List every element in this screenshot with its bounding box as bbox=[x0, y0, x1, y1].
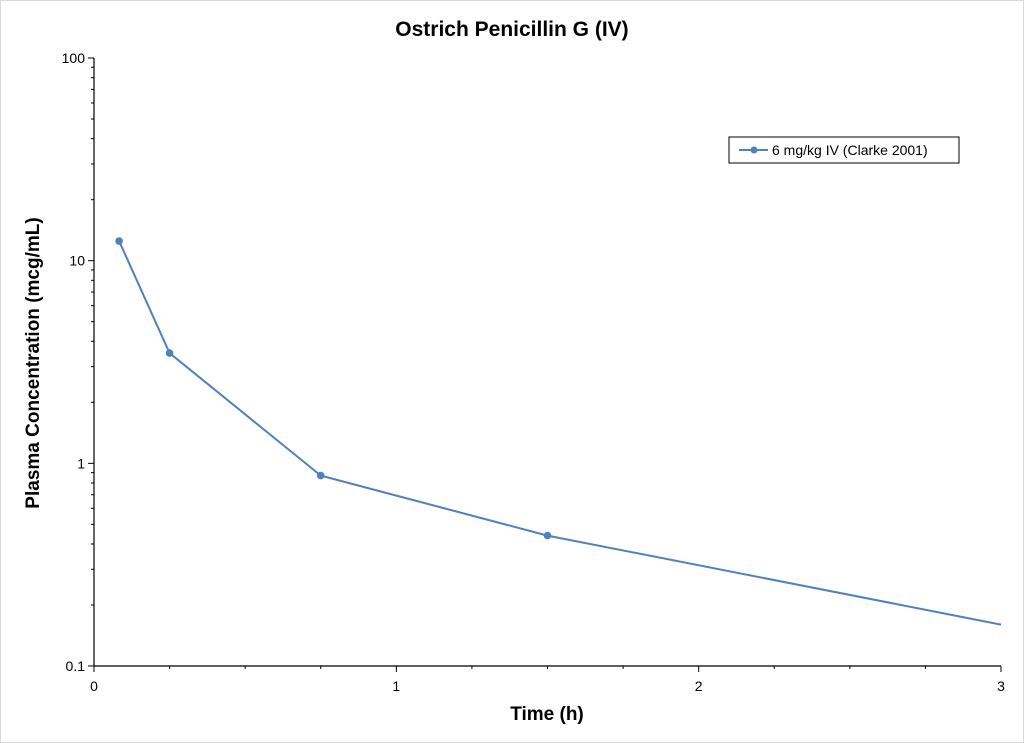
series-line bbox=[118, 240, 1002, 626]
y-tick-label: 100 bbox=[62, 50, 86, 66]
series-group bbox=[115, 237, 1002, 626]
legend-label: 6 mg/kg IV (Clarke 2001) bbox=[772, 142, 928, 158]
chart-title: Ostrich Penicillin G (IV) bbox=[395, 18, 628, 41]
legend-swatch-marker bbox=[750, 146, 758, 154]
x-tick-label: 3 bbox=[997, 678, 1005, 694]
y-tick-label: 1 bbox=[77, 455, 85, 471]
data-point bbox=[165, 349, 174, 357]
x-axis-title: Time (h) bbox=[510, 704, 584, 725]
data-point bbox=[543, 531, 552, 540]
tick-marks bbox=[88, 57, 1002, 672]
x-tick-label: 0 bbox=[90, 678, 98, 694]
data-point bbox=[115, 237, 123, 245]
x-tick-label: 2 bbox=[695, 678, 703, 694]
x-tick-label: 1 bbox=[392, 678, 400, 694]
data-point bbox=[316, 471, 325, 480]
y-tick-label: 0.1 bbox=[66, 658, 86, 674]
y-axis-title: Plasma Concentration (mcg/mL) bbox=[23, 217, 44, 508]
tick-labels: 0.1 1 10 100 0 1 2 3 bbox=[62, 50, 1005, 694]
y-tick-label: 10 bbox=[69, 253, 85, 269]
legend: 6 mg/kg IV (Clarke 2001) bbox=[728, 136, 960, 164]
